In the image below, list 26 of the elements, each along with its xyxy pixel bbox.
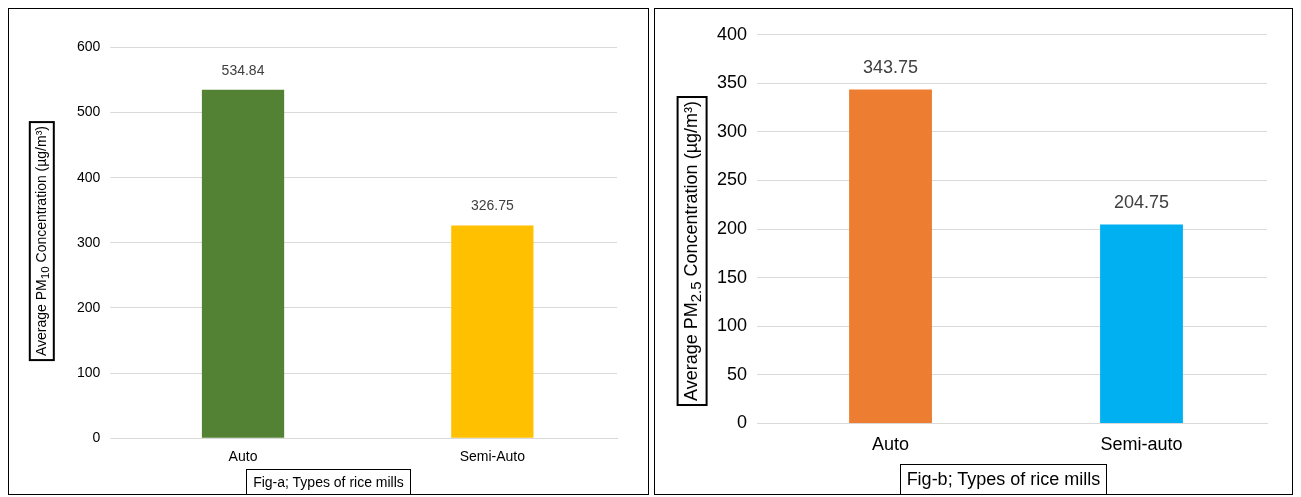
y-tick-label: 600	[77, 38, 101, 55]
y-tick-label: 250	[716, 169, 748, 190]
y-tick-label: 0	[92, 429, 101, 446]
x-axis-title: Fig-a; Types of rice mills	[246, 469, 411, 495]
y-tick-label: 350	[716, 72, 748, 93]
x-tick-label: Semi-Auto	[459, 448, 526, 465]
x-tick-label: Auto	[872, 434, 910, 455]
data-label: 204.75	[1113, 192, 1170, 213]
y-tick-label: 300	[77, 233, 101, 250]
data-label: 534.84	[221, 61, 265, 78]
y-tick-label: 50	[727, 363, 748, 384]
x-tick-label: Semi-auto	[1100, 434, 1183, 455]
y-tick-label: 400	[716, 23, 748, 44]
y-tick-label: 100	[77, 363, 101, 380]
y-tick-label: 0	[737, 412, 748, 433]
data-label: 326.75	[470, 197, 514, 214]
data-label: 343.75	[862, 57, 919, 78]
y-tick-label: 200	[77, 298, 101, 315]
x-axis-title: Fig-b; Types of rice mills	[899, 464, 1108, 495]
y-tick-label: 100	[716, 315, 748, 336]
x-tick-label: Auto	[228, 448, 258, 465]
y-tick-label: 150	[716, 266, 748, 287]
y-tick-label: 500	[77, 103, 101, 120]
y-tick-label: 300	[716, 120, 748, 141]
y-tick-label: 400	[77, 168, 101, 185]
y-tick-label: 200	[716, 218, 748, 239]
